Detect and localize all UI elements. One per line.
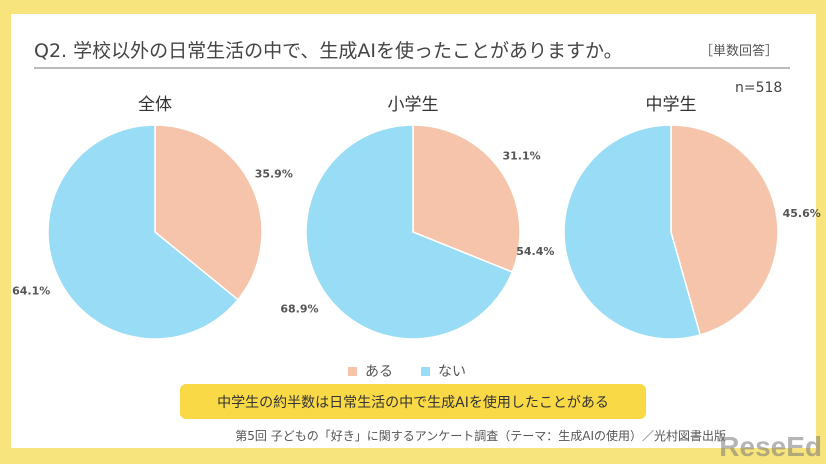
source-credit: 第5回 子どもの「好き」に関するアンケート調査（テーマ：生成AIの使用）／光村図…	[235, 429, 726, 443]
pie-slice-ない	[305, 124, 514, 340]
data-label: 64.1%	[12, 285, 50, 298]
legend: ある ない	[348, 361, 466, 381]
pie-title: 小学生	[388, 95, 439, 115]
legend-swatch	[348, 367, 357, 376]
pie-title: 全体	[138, 95, 172, 115]
highlight-note: 中学生の約半数は日常生活の中で生成AIを使用したことがある	[180, 384, 646, 419]
pie-slice-ある	[412, 124, 521, 273]
sample-size: n=518	[735, 80, 783, 96]
data-label: 31.1%	[502, 149, 540, 162]
pie-slice-ない	[47, 124, 239, 340]
data-label: 54.4%	[516, 245, 554, 258]
pie-slice-ある	[670, 124, 779, 336]
legend-item-nai: ない	[421, 361, 466, 381]
data-label: 35.9%	[255, 167, 293, 180]
data-label: 45.6%	[783, 207, 821, 220]
pie-slice-ある	[154, 124, 263, 301]
page-title: Q2. 学校以外の日常生活の中で、生成AIを使ったことがありますか。	[34, 40, 623, 62]
title-divider	[34, 67, 790, 69]
pie-slice-ない	[563, 124, 702, 340]
answer-type-tag: ［単数回答］	[700, 44, 779, 59]
legend-label: ない	[438, 364, 466, 380]
legend-swatch	[421, 367, 430, 376]
legend-label: ある	[365, 364, 393, 380]
pie-title: 中学生	[646, 95, 697, 115]
watermark-logo: ReseEd	[719, 431, 822, 462]
legend-item-aru: ある	[348, 361, 393, 381]
data-label: 68.9%	[280, 303, 318, 316]
